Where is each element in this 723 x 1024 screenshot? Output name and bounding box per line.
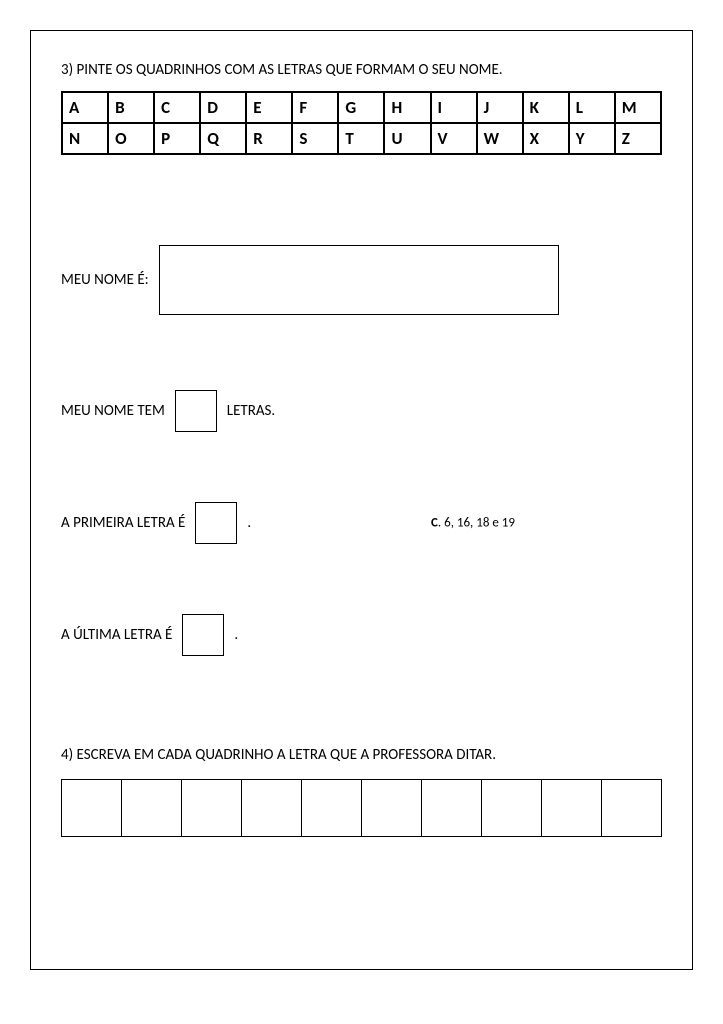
dictation-cell[interactable]: [182, 779, 242, 837]
alphabet-cell[interactable]: J: [477, 92, 523, 123]
side-note-rest: . 6, 16, 18 e 19: [438, 516, 515, 531]
first-label-before: A PRIMEIRA LETRA É: [61, 514, 185, 532]
name-label: MEU NOME É:: [61, 271, 149, 289]
alphabet-cell[interactable]: T: [338, 123, 384, 154]
alphabet-cell[interactable]: K: [523, 92, 569, 123]
dictation-cell[interactable]: [61, 779, 122, 837]
worksheet-frame: 3) PINTE OS QUADRINHOS COM AS LETRAS QUE…: [30, 30, 693, 970]
alphabet-cell[interactable]: E: [246, 92, 292, 123]
alphabet-cell[interactable]: W: [477, 123, 523, 154]
dictation-cell[interactable]: [482, 779, 542, 837]
q4-instruction: 4) ESCREVA EM CADA QUADRINHO A LETRA QUE…: [61, 746, 662, 764]
dictation-cell[interactable]: [122, 779, 182, 837]
dictation-cell[interactable]: [602, 779, 662, 837]
count-label-after: LETRAS.: [227, 402, 275, 420]
page: 3) PINTE OS QUADRINHOS COM AS LETRAS QUE…: [0, 0, 723, 1024]
alphabet-cell[interactable]: D: [200, 92, 246, 123]
dictation-cell[interactable]: [362, 779, 422, 837]
side-note-bold: C: [431, 516, 438, 531]
alphabet-cell[interactable]: V: [431, 123, 477, 154]
last-label-before: A ÚLTIMA LETRA É: [61, 626, 172, 644]
name-input-box[interactable]: [159, 245, 559, 315]
alphabet-table: A B C D E F G H I J K L M N O P Q R S: [61, 91, 662, 155]
alphabet-row-1: A B C D E F G H I J K L M: [62, 92, 661, 123]
side-note: C. 6, 16, 18 e 19: [431, 516, 515, 531]
alphabet-cell[interactable]: Y: [569, 123, 615, 154]
dictation-cell[interactable]: [302, 779, 362, 837]
last-letter-line: A ÚLTIMA LETRA É .: [61, 614, 662, 656]
alphabet-cell[interactable]: C: [154, 92, 200, 123]
alphabet-cell[interactable]: X: [523, 123, 569, 154]
first-label-after: .: [247, 514, 251, 532]
alphabet-cell[interactable]: B: [108, 92, 154, 123]
alphabet-cell[interactable]: F: [292, 92, 338, 123]
alphabet-cell[interactable]: R: [246, 123, 292, 154]
alphabet-cell[interactable]: G: [338, 92, 384, 123]
alphabet-cell[interactable]: A: [62, 92, 108, 123]
alphabet-cell[interactable]: H: [384, 92, 430, 123]
alphabet-cell[interactable]: Q: [200, 123, 246, 154]
last-label-after: .: [234, 626, 238, 644]
alphabet-cell[interactable]: L: [569, 92, 615, 123]
alphabet-cell[interactable]: U: [384, 123, 430, 154]
alphabet-cell[interactable]: O: [108, 123, 154, 154]
last-letter-input-box[interactable]: [182, 614, 224, 656]
alphabet-cell[interactable]: N: [62, 123, 108, 154]
alphabet-cell[interactable]: M: [615, 92, 661, 123]
first-letter-input-box[interactable]: [195, 502, 237, 544]
alphabet-cell[interactable]: I: [431, 92, 477, 123]
alphabet-row-2: N O P Q R S T U V W X Y Z: [62, 123, 661, 154]
q3-instruction: 3) PINTE OS QUADRINHOS COM AS LETRAS QUE…: [61, 61, 662, 79]
dictation-row: [61, 779, 662, 837]
dictation-cell[interactable]: [542, 779, 602, 837]
name-line: MEU NOME É:: [61, 245, 662, 315]
letter-count-line: MEU NOME TEM LETRAS.: [61, 390, 662, 432]
dictation-cell[interactable]: [242, 779, 302, 837]
count-input-box[interactable]: [175, 390, 217, 432]
first-letter-line: A PRIMEIRA LETRA É . C. 6, 16, 18 e 19: [61, 502, 662, 544]
alphabet-cell[interactable]: S: [292, 123, 338, 154]
dictation-cell[interactable]: [422, 779, 482, 837]
alphabet-cell[interactable]: P: [154, 123, 200, 154]
alphabet-cell[interactable]: Z: [615, 123, 661, 154]
count-label-before: MEU NOME TEM: [61, 402, 165, 420]
